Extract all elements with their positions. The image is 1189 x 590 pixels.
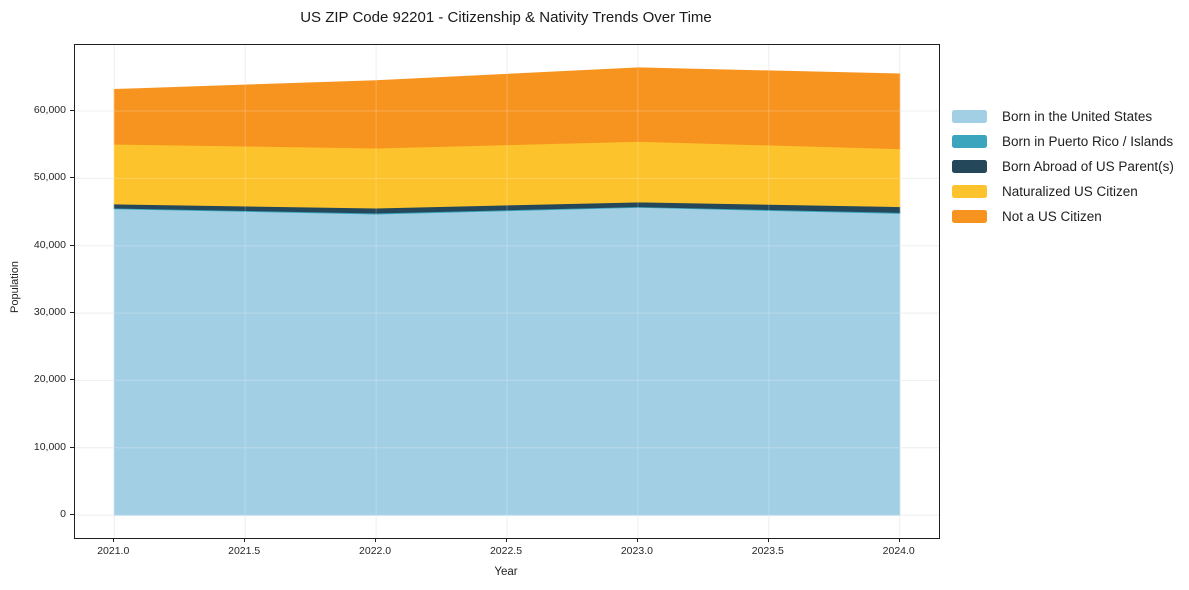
legend-item: Naturalized US Citizen	[952, 184, 1174, 199]
x-tick-label: 2022.5	[489, 545, 523, 557]
y-tick-label: 40,000	[33, 238, 66, 251]
legend-swatch-icon	[952, 135, 987, 148]
x-tick-mark	[375, 538, 377, 542]
legend-swatch-icon	[952, 210, 987, 223]
y-tick-label: 30,000	[33, 306, 66, 319]
x-tick-mark	[636, 538, 638, 542]
y-tick-mark	[70, 244, 74, 246]
x-tick-label: 2023.0	[620, 545, 653, 557]
x-tick-mark	[898, 538, 900, 542]
x-tick-mark	[244, 538, 246, 542]
x-tick-label: 2021.0	[97, 545, 130, 557]
legend: Born in the United States Born in Puerto …	[952, 109, 1174, 224]
y-tick-mark	[70, 177, 74, 179]
legend-item: Born in the United States	[952, 109, 1174, 124]
x-tick-label: 2022.0	[359, 545, 392, 557]
legend-swatch-icon	[952, 110, 987, 123]
y-tick-mark	[70, 312, 74, 314]
x-tick-mark	[506, 538, 507, 542]
x-tick-mark	[113, 538, 115, 542]
x-axis-label: Year	[494, 566, 518, 578]
stacked-area-chart	[75, 45, 939, 538]
legend-item: Not a US Citizen	[952, 209, 1174, 224]
y-tick-mark	[70, 379, 74, 381]
plot-area	[74, 44, 940, 539]
legend-label: Born Abroad of US Parent(s)	[1002, 159, 1174, 174]
legend-item: Born Abroad of US Parent(s)	[952, 159, 1174, 174]
y-tick-label: 10,000	[33, 440, 66, 453]
legend-item: Born in Puerto Rico / Islands	[952, 134, 1174, 149]
y-tick-mark	[70, 446, 74, 448]
y-tick-mark	[70, 110, 74, 111]
legend-label: Not a US Citizen	[1002, 209, 1102, 224]
chart-title: US ZIP Code 92201 - Citizenship & Nativi…	[300, 9, 712, 26]
y-tick-label: 0	[60, 508, 66, 521]
legend-swatch-icon	[952, 185, 987, 198]
x-tick-mark	[767, 538, 769, 542]
legend-label: Naturalized US Citizen	[1002, 184, 1138, 199]
x-tick-label: 2023.5	[751, 545, 784, 557]
y-tick-label: 60,000	[33, 104, 66, 116]
y-tick-label: 50,000	[33, 171, 66, 184]
legend-label: Born in the United States	[1002, 109, 1153, 124]
legend-label: Born in Puerto Rico / Islands	[1002, 134, 1174, 149]
legend-swatch-icon	[952, 160, 987, 173]
y-tick-mark	[70, 514, 74, 516]
x-tick-label: 2021.5	[228, 545, 261, 557]
x-tick-label: 2024.0	[882, 545, 915, 557]
y-tick-label: 20,000	[33, 373, 66, 386]
